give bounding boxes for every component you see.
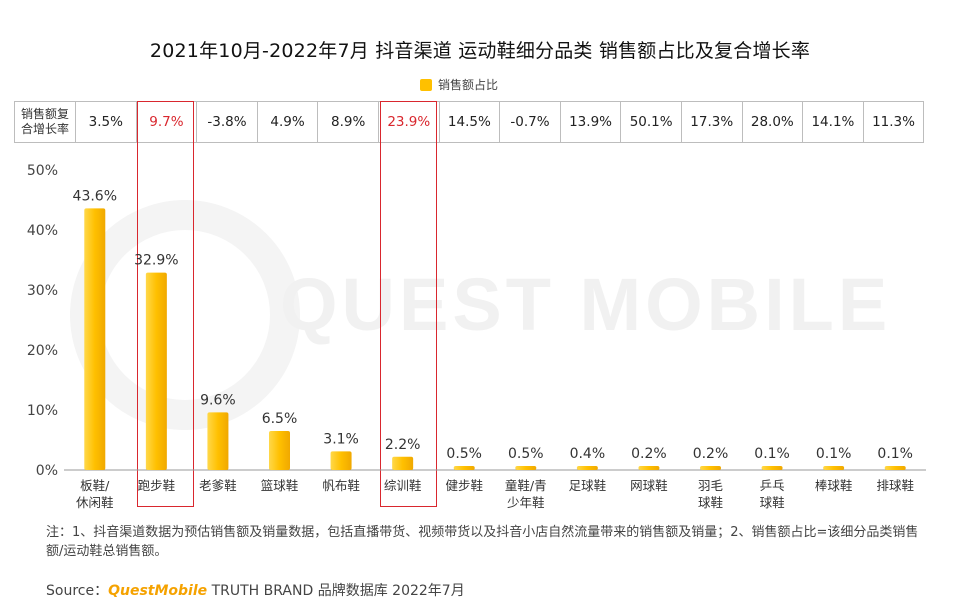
x-category-label: 足球鞋 — [569, 478, 607, 493]
x-category-label: 网球鞋 — [630, 478, 668, 493]
x-category-label: 羽毛 — [698, 478, 724, 493]
chart-title: 2021年10月-2022年7月 抖音渠道 运动鞋细分品类 销售额占比及复合增长… — [149, 40, 811, 62]
bar-value-label: 0.1% — [877, 446, 913, 462]
y-tick-label: 20% — [27, 343, 58, 359]
bar — [576, 466, 598, 470]
bar — [515, 466, 537, 470]
x-category-label: 球鞋 — [760, 495, 786, 510]
bar-value-label: 0.4% — [570, 446, 606, 462]
x-category-label: 排球鞋 — [876, 478, 914, 493]
y-tick-label: 50% — [27, 163, 58, 179]
bar-chart: 0% 10% 20% 30% 40% 50% 43.6% 板鞋/休闲鞋 32.9% 跑步鞋 9.6%… — [27, 163, 926, 510]
bar-value-label: 0.2% — [693, 446, 729, 462]
cagr-header-line1: 销售额复 — [20, 107, 69, 121]
cagr-table: 销售额复 合增长率 3.5% 9.7% -3.8% 4.9% 8.9% 23.9% 14.5… — [14, 101, 925, 143]
legend-swatch — [420, 78, 432, 91]
watermark-text: QUEST MOBILE — [280, 263, 892, 346]
bar-value-label: 32.9% — [134, 253, 178, 269]
bar — [700, 466, 721, 470]
bar-value-label: 6.5% — [262, 411, 298, 427]
y-tick-label: 0% — [36, 463, 58, 479]
x-category-label: 老爹鞋 — [199, 478, 237, 493]
bar — [823, 466, 845, 470]
source-brand: QuestMobile — [108, 583, 208, 599]
source-prefix: Source： — [46, 583, 109, 599]
cagr-row: 销售额复 合增长率 3.5% 9.7% -3.8% 4.9% 8.9% 23.9% 14.5… — [14, 101, 925, 143]
cagr-value: 11.3% — [862, 101, 925, 143]
bar-value-label: 2.2% — [385, 437, 421, 453]
x-category-label: 帆布鞋 — [322, 478, 360, 493]
bar-value-label: 0.1% — [816, 446, 852, 462]
cagr-value: -0.7% — [499, 101, 561, 143]
x-category-label: 篮球鞋 — [261, 478, 299, 493]
cagr-header: 销售额复 合增长率 — [14, 101, 76, 143]
bar — [392, 456, 414, 470]
cagr-value: 3.5% — [75, 101, 137, 143]
cagr-value: 9.7% — [135, 101, 198, 143]
cagr-value: 13.9% — [559, 101, 622, 143]
cagr-value: 14.1% — [802, 101, 864, 143]
bar-value-label: 0.1% — [754, 446, 790, 462]
bar — [884, 466, 906, 470]
bar — [638, 466, 660, 470]
x-category-label: 板鞋/ — [80, 478, 110, 493]
x-category-label: 球鞋 — [698, 495, 724, 510]
cagr-value: 28.0% — [741, 101, 804, 143]
cagr-value: 8.9% — [317, 101, 379, 143]
source-suffix: TRUTH BRAND 品牌数据库 2022年7月 — [207, 583, 465, 599]
x-category-label: 跑步鞋 — [138, 478, 176, 493]
x-category-label: 综训鞋 — [384, 478, 422, 493]
x-category-label: 休闲鞋 — [76, 495, 114, 510]
bar — [207, 412, 229, 470]
legend-label: 销售额占比 — [438, 78, 499, 92]
x-category-label: 少年鞋 — [507, 495, 545, 510]
bar — [761, 466, 783, 470]
bar-value-label: 0.2% — [631, 446, 667, 462]
bar — [330, 451, 352, 470]
footnote: 注：1、抖音渠道数据为预估销售额及销量数据，包括直播带货、视频带货以及抖音小店自… — [46, 525, 919, 559]
bar — [269, 431, 290, 470]
cagr-value: 17.3% — [680, 101, 743, 143]
cagr-header-line2: 合增长率 — [20, 122, 69, 136]
legend: 销售额占比 — [420, 76, 498, 93]
bar-value-label: 0.5% — [446, 446, 482, 462]
y-tick-label: 30% — [27, 283, 58, 299]
x-category-label: 健步鞋 — [445, 478, 483, 493]
y-tick-label: 10% — [27, 403, 58, 419]
bar-value-label: 43.6% — [73, 188, 117, 204]
bar — [145, 272, 167, 470]
bar-value-label: 9.6% — [200, 392, 236, 408]
x-category-label: 棒球鞋 — [815, 478, 853, 493]
cagr-value: 4.9% — [256, 101, 319, 143]
bar — [453, 466, 475, 470]
x-category-label: 童鞋/青 — [505, 478, 547, 493]
x-category-label: 乒乓 — [760, 478, 785, 493]
bar-value-label: 0.5% — [508, 446, 544, 462]
y-tick-label: 40% — [27, 223, 58, 239]
cagr-value: 14.5% — [438, 101, 501, 143]
cagr-value: -3.8% — [196, 101, 258, 143]
bar-value-label: 3.1% — [323, 431, 359, 447]
bar — [84, 208, 106, 470]
source-line: Source：QuestMobile TRUTH BRAND 品牌数据库 202… — [46, 580, 465, 600]
cagr-value: 50.1% — [620, 101, 682, 143]
